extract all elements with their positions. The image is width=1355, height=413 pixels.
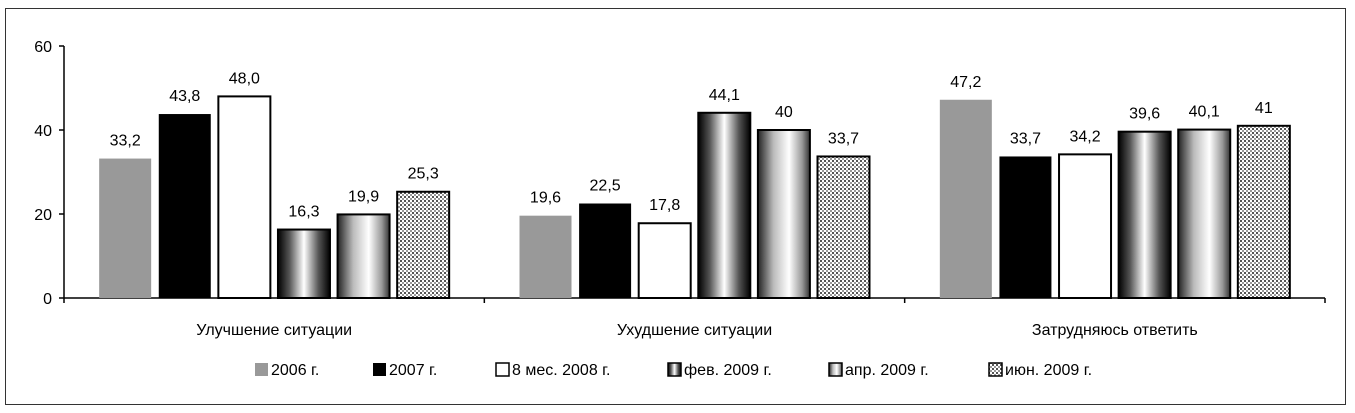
data-label: 40 — [775, 104, 793, 121]
data-label: 40,1 — [1189, 104, 1220, 121]
data-label: 33,7 — [828, 130, 859, 147]
bar — [396, 190, 451, 300]
bar — [999, 156, 1052, 298]
legend-label: 2006 г. — [271, 362, 319, 379]
y-tick-label: 40 — [34, 123, 52, 140]
data-label: 19,9 — [348, 188, 379, 205]
data-label: 25,3 — [408, 166, 439, 183]
legend-swatch — [373, 363, 386, 376]
bar — [1177, 128, 1232, 299]
data-label: 47,2 — [950, 74, 981, 91]
y-tick-label: 20 — [34, 207, 52, 224]
data-label: 16,3 — [288, 204, 319, 221]
data-label: 19,6 — [530, 190, 561, 207]
bar — [158, 114, 211, 298]
data-label: 22,5 — [590, 178, 621, 195]
legend-label: июн. 2009 г. — [1005, 362, 1092, 379]
legend-label: апр. 2009 г. — [845, 362, 929, 379]
bar — [336, 213, 391, 299]
data-label: 33,2 — [110, 133, 141, 150]
bar — [579, 203, 632, 298]
legend-label: 2007 г. — [389, 362, 437, 379]
legend-label: фев. 2009 г. — [684, 362, 772, 379]
y-tick-label: 60 — [34, 39, 52, 56]
data-label: 33,7 — [1010, 130, 1041, 147]
legend-label: 8 мес. 2008 г. — [512, 362, 611, 379]
bar — [637, 222, 692, 300]
data-label: 44,1 — [709, 87, 740, 104]
data-label: 39,6 — [1129, 106, 1160, 123]
data-label: 17,8 — [649, 197, 680, 214]
category-label: Затрудняюсь ответить — [1032, 322, 1198, 339]
bar — [519, 215, 572, 298]
bar — [697, 111, 752, 299]
bar — [217, 95, 272, 300]
data-label: 34,2 — [1069, 128, 1100, 145]
data-label: 43,8 — [169, 88, 200, 105]
bar — [816, 155, 871, 299]
legend-swatch — [667, 362, 682, 377]
legend-swatch — [988, 362, 1003, 377]
bar — [756, 129, 811, 299]
category-label: Ухудшение ситуации — [617, 322, 772, 339]
bar — [939, 99, 992, 298]
y-tick-label: 0 — [43, 291, 52, 308]
legend-swatch — [828, 362, 843, 377]
data-label: 41 — [1255, 100, 1273, 117]
legend-swatch — [495, 362, 510, 377]
bar — [1058, 153, 1113, 299]
bar — [1236, 124, 1291, 299]
bar — [276, 228, 331, 299]
bar — [99, 158, 152, 298]
legend-swatch — [255, 363, 268, 376]
bar — [1117, 130, 1172, 299]
data-label: 48,0 — [229, 70, 260, 87]
category-label: Улучшение ситуации — [196, 322, 352, 339]
